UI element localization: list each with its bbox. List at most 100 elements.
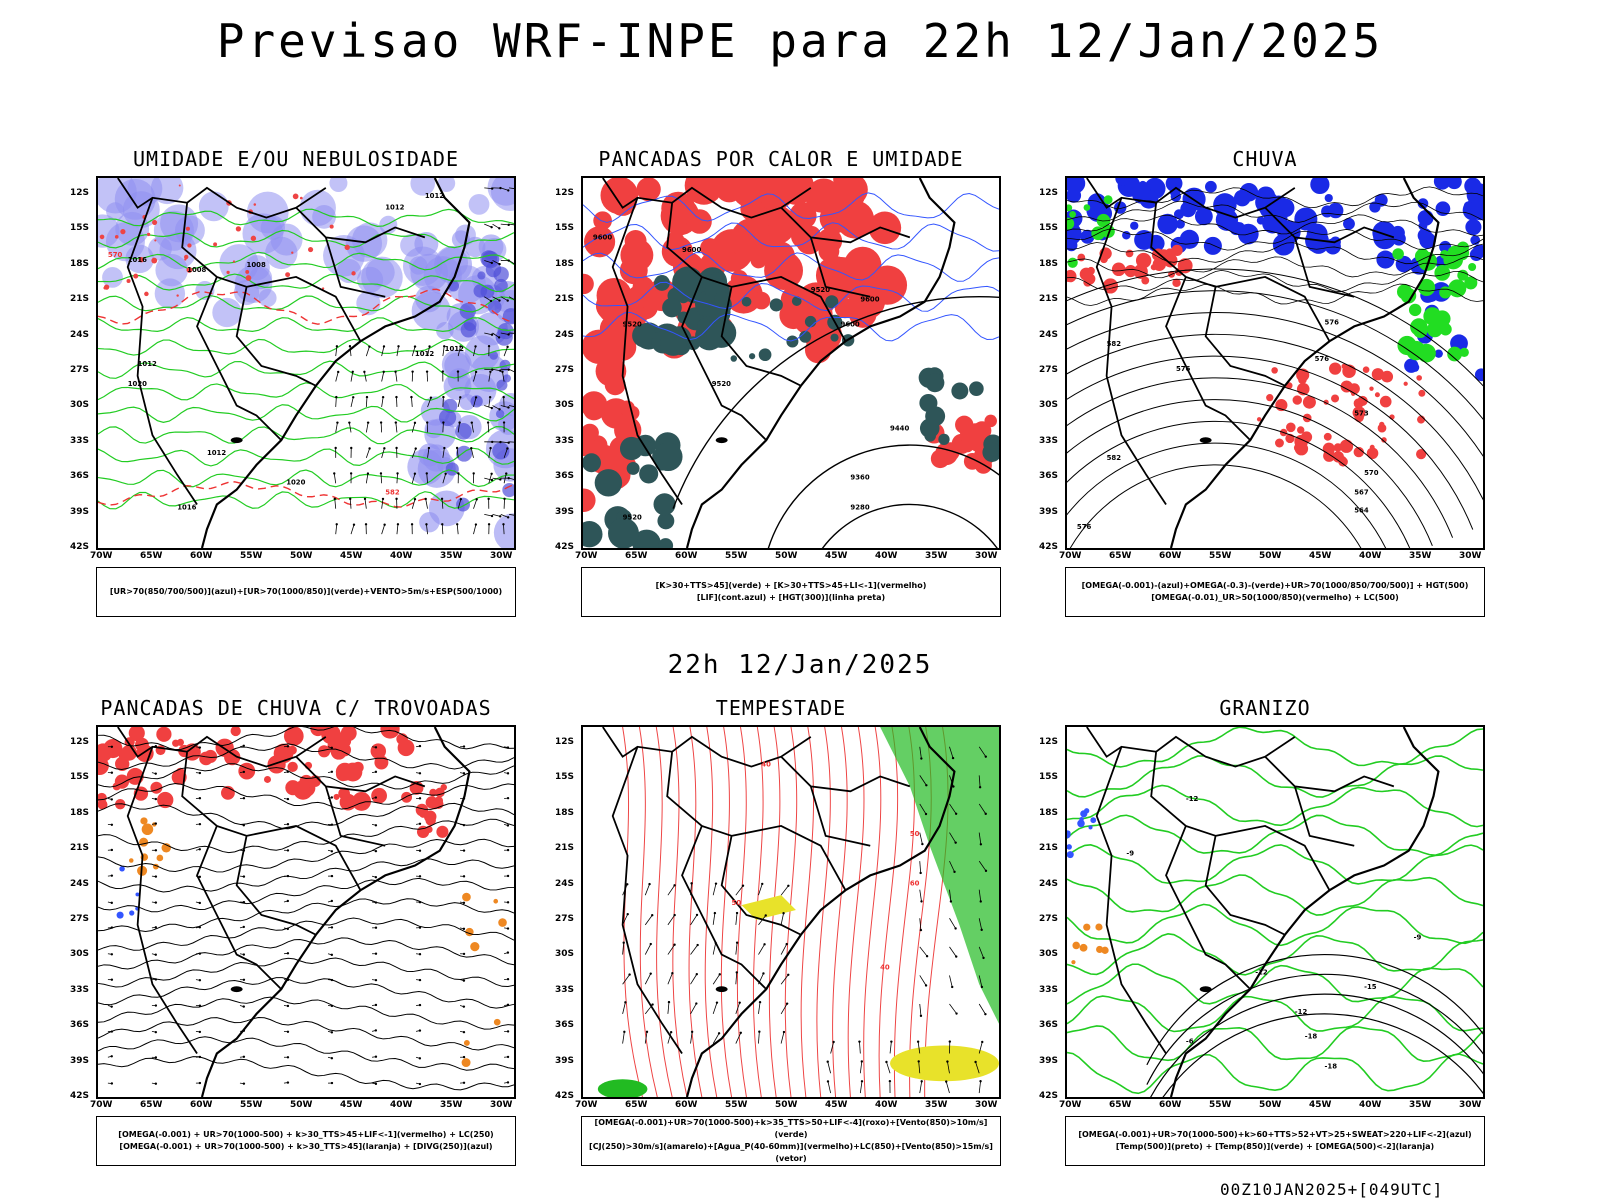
lon-tick-label: 65W <box>1109 551 1132 561</box>
lon-tick-label: 40W <box>390 1100 413 1110</box>
contour-label: 576 <box>1077 523 1092 531</box>
lon-tick-label: 70W <box>575 551 598 561</box>
lat-tick-label: 12S <box>555 188 575 198</box>
lat-tick-label: 33S <box>555 984 575 995</box>
contour-label: 567 <box>1354 489 1369 497</box>
legend-line: [LIF](cont.azul) + [HGT(300)](linha pret… <box>696 593 886 602</box>
lon-tick-label: 50W <box>1259 1100 1282 1110</box>
lat-tick-label: 15S <box>70 772 90 783</box>
lat-tick-label: 12S <box>70 188 90 198</box>
panel-title: TEMPESTADE <box>715 696 847 720</box>
lat-tick-label: 15S <box>1039 772 1059 783</box>
lat-tick-label: 42S <box>70 542 90 552</box>
lon-tick-label: 65W <box>625 551 648 561</box>
lon-tick-label: 65W <box>1109 1100 1132 1110</box>
lon-tick-label: 70W <box>1059 551 1082 561</box>
lon-tick-label: 70W <box>575 1100 598 1110</box>
lon-tick-label: 60W <box>190 551 213 561</box>
lat-tick-label: 36S <box>70 1020 90 1031</box>
contour-label: -18 <box>1305 1033 1318 1041</box>
forecast-map-svg: 1012 1012 1008 1008 1012 1012 1016 1020 1012 1012… <box>98 178 514 548</box>
lat-tick-label: 18S <box>70 807 90 818</box>
contour-label: 1012 <box>445 345 464 353</box>
lon-tick-label: 45W <box>825 1100 848 1110</box>
contour-label: 40 <box>880 963 890 971</box>
lat-tick-label: 30S <box>1039 949 1059 960</box>
lat-tick-label: 30S <box>555 949 575 960</box>
forecast-map-svg: 40 50 60 40 50 <box>597 727 999 1097</box>
lon-tick-label: 50W <box>775 551 798 561</box>
contour-label: 582 <box>1107 454 1122 462</box>
lat-tick-label: 42S <box>1039 542 1059 552</box>
contour-label: 1012 <box>138 360 157 368</box>
lon-tick-label: 35W <box>1409 551 1432 561</box>
panel-title: UMIDADE E/OU NEBULOSIDADE <box>132 147 460 171</box>
lon-tick-label: 40W <box>875 551 898 561</box>
panel-title: PANCADAS POR CALOR E UMIDADE <box>598 147 964 171</box>
lat-tick-label: 27S <box>1039 914 1059 924</box>
lon-tick-label: 50W <box>290 1100 313 1110</box>
lat-tick-label: 21S <box>70 294 90 305</box>
lon-tick-label: 30W <box>1459 1100 1482 1110</box>
panel-granizo: GRANIZO -12 -12 -9 -12 -15 -18 -18 -6 -9 12S 15S 18S… <box>1025 696 1505 1166</box>
lon-tick-label: 60W <box>675 1100 698 1110</box>
lon-tick-label: 70W <box>1059 1100 1082 1110</box>
contour-label: 40 <box>761 761 771 769</box>
lon-tick-label: 30W <box>490 1100 513 1110</box>
lat-tick-label: 24S <box>555 329 575 340</box>
panel-tempestade: TEMPESTADE 40 50 60 40 50 12S 15S 18S 21S 24S 27S 30… <box>541 696 1021 1166</box>
lon-tick-label: 65W <box>140 1100 163 1110</box>
legend-line: [OMEGA(-0.01)_UR>50(1000/850)(vermelho) … <box>1151 593 1399 602</box>
contour-label: -12 <box>1186 795 1199 803</box>
lat-tick-label: 39S <box>555 506 575 517</box>
lon-tick-label: 45W <box>1309 551 1332 561</box>
lat-tick-label: 21S <box>1039 843 1059 854</box>
contour-label: -12 <box>1295 1008 1308 1016</box>
lat-tick-label: 15S <box>70 223 90 234</box>
contour-label: 9600 <box>841 320 860 328</box>
contour-label: -18 <box>1325 1062 1338 1070</box>
contour-label: 576 <box>1315 355 1330 363</box>
contour-label: 1012 <box>207 449 226 457</box>
lat-tick-label: 42S <box>70 1091 90 1101</box>
lat-tick-label: 27S <box>70 365 90 375</box>
forecast-map: 576 576 582 576 573 570 567 564 582 576 <box>1065 176 1485 550</box>
legend-box: [OMEGA(-0.001)+UR>70(1000-500)+k>60+TTS>… <box>1065 1116 1485 1166</box>
lon-tick-label: 30W <box>975 1100 998 1110</box>
lat-tick-label: 30S <box>70 400 90 411</box>
lat-tick-label: 36S <box>555 1020 575 1031</box>
lon-tick-label: 40W <box>390 551 413 561</box>
contour-label: 1008 <box>187 266 206 274</box>
lat-tick-label: 42S <box>555 1091 575 1101</box>
contour-label: 9360 <box>850 474 869 482</box>
contour-label: 9440 <box>890 424 909 432</box>
lat-tick-label: 33S <box>1039 435 1059 446</box>
panel-pancadas-trovoadas: PANCADAS DE CHUVA C/ TROVOADAS 12S 15S 18S 2… <box>56 696 536 1166</box>
contour-label: 576 <box>1176 365 1191 373</box>
lon-tick-label: 30W <box>490 551 513 561</box>
lat-tick-label: 33S <box>555 435 575 446</box>
contour-label: 9520 <box>623 513 642 521</box>
lat-tick-label: 39S <box>1039 1055 1059 1066</box>
lon-tick-label: 45W <box>340 551 363 561</box>
lat-tick-label: 39S <box>1039 506 1059 517</box>
lon-tick-label: 35W <box>1409 1100 1432 1110</box>
lat-tick-label: 21S <box>555 294 575 305</box>
lat-tick-label: 36S <box>555 471 575 482</box>
contour-label: 1008 <box>247 261 266 269</box>
lat-tick-label: 12S <box>1039 737 1059 747</box>
lon-tick-label: 30W <box>1459 551 1482 561</box>
lon-tick-label: 40W <box>1359 1100 1382 1110</box>
lat-tick-label: 21S <box>1039 294 1059 305</box>
lon-tick-label: 55W <box>1209 551 1232 561</box>
lon-tick-label: 55W <box>240 551 263 561</box>
lon-tick-label: 35W <box>440 551 463 561</box>
lon-tick-label: 55W <box>725 1100 748 1110</box>
legend-line: [OMEGA(-0.001)+UR>70(1000-500)+k>60+TTS>… <box>1078 1130 1472 1139</box>
lon-tick-label: 70W <box>90 1100 113 1110</box>
forecast-map-svg: 576 576 582 576 573 570 567 564 582 576 <box>1067 178 1483 548</box>
lon-tick-label: 40W <box>875 1100 898 1110</box>
lat-tick-label: 33S <box>1039 984 1059 995</box>
lat-tick-label: 21S <box>70 843 90 854</box>
lon-tick-label: 50W <box>1259 551 1282 561</box>
